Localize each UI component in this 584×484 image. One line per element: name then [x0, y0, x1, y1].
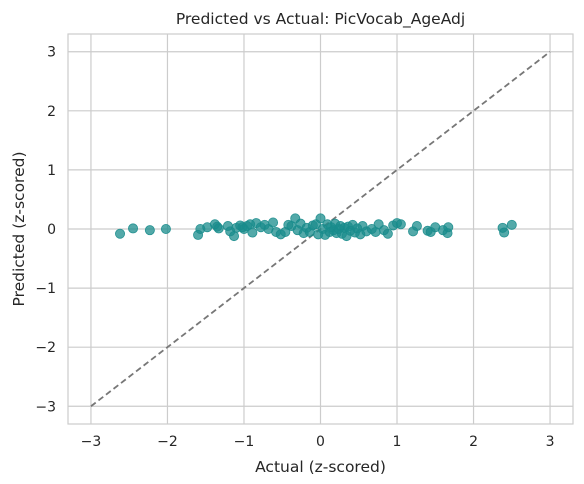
- plot-frame: [67, 33, 574, 425]
- scatter-point: [395, 219, 406, 230]
- y-tick-label: −3: [35, 399, 56, 415]
- scatter-point: [144, 225, 155, 236]
- y-tick-labels: −3 −2 −1 0 1 2 3: [35, 45, 56, 416]
- x-tick-label: −3: [81, 434, 102, 450]
- scatter-point: [268, 217, 279, 228]
- scatter-point: [229, 231, 240, 242]
- x-tick-labels: −3 −2 −1 0 1 2 3: [81, 434, 555, 450]
- scatter-point: [160, 223, 171, 234]
- scatter-point: [382, 228, 393, 239]
- x-tick-label: 3: [546, 434, 555, 450]
- y-tick-label: −1: [35, 281, 56, 297]
- scatter-point: [443, 222, 454, 233]
- scatter-point: [315, 213, 326, 224]
- x-tick-label: 0: [316, 434, 325, 450]
- x-tick-label: −1: [234, 434, 255, 450]
- scatter-point: [247, 227, 258, 238]
- scatter-point: [115, 228, 126, 239]
- scatter-point: [213, 223, 224, 234]
- y-tick-label: 3: [47, 45, 56, 61]
- chart-title: Predicted vs Actual: PicVocab_AgeAdj: [176, 10, 465, 29]
- y-tick-label: 1: [47, 163, 56, 179]
- x-tick-label: −2: [157, 434, 178, 450]
- scatter-point: [411, 221, 422, 232]
- x-axis-label: Actual (z-scored): [255, 458, 386, 476]
- points-layer: [115, 213, 517, 242]
- scatter-point: [506, 219, 517, 230]
- y-tick-label: 2: [47, 104, 56, 120]
- y-tick-label: −2: [35, 340, 56, 356]
- x-tick-label: 1: [393, 434, 402, 450]
- scatter-point: [128, 223, 139, 234]
- y-axis-label: Predicted (z-scored): [10, 152, 28, 307]
- x-tick-label: 2: [469, 434, 478, 450]
- scatter-point: [499, 227, 510, 238]
- y-tick-label: 0: [47, 222, 56, 238]
